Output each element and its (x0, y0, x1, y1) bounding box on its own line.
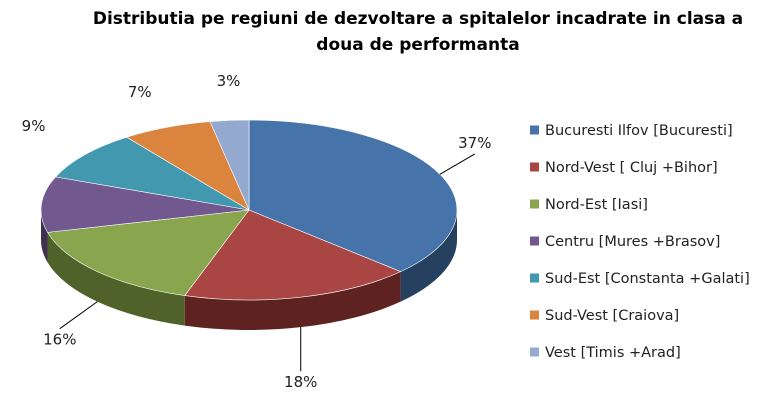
pie-slice (184, 209, 401, 301)
data-label: 16% (43, 331, 76, 349)
legend-label: Centru [Mures +Brasov] (545, 234, 720, 250)
leader-line (439, 153, 476, 175)
data-labels: 37%18%16%10%9%7%3% (22, 72, 492, 391)
pie-slice-side (47, 232, 185, 326)
legend-swatch (530, 199, 539, 209)
pie-slices (40, 119, 458, 331)
pie-slice (209, 119, 250, 211)
pie-slice (248, 119, 458, 272)
pie-slice-side (184, 271, 401, 331)
data-label: 7% (128, 83, 152, 101)
legend-label: Nord-Vest [ Cluj +Bihor] (545, 160, 718, 176)
pie-slice (55, 136, 250, 211)
chart-title-line-2: doua de performanta (316, 35, 519, 55)
legend-label: Sud-Est [Constanta +Galati] (545, 271, 750, 287)
legend-label: Vest [Timis +Arad] (545, 345, 681, 361)
legend-swatch (530, 162, 539, 172)
legend-swatch (530, 125, 539, 135)
legend-swatch (530, 310, 539, 320)
pie-slice (47, 209, 250, 296)
legend: Bucuresti Ilfov [Bucuresti] Nord-Vest [ C… (530, 123, 750, 361)
data-label: 18% (284, 373, 317, 391)
pie-slice-side (41, 210, 48, 263)
data-label: 3% (217, 72, 241, 90)
legend-swatch (530, 347, 539, 357)
legend-label: Bucuresti Ilfov [Bucuresti] (545, 123, 733, 139)
leader-line (59, 301, 98, 330)
pie-slice (40, 176, 250, 233)
legend-swatch (530, 273, 539, 283)
data-label: 37% (458, 134, 491, 152)
data-label: 9% (22, 117, 46, 135)
chart-title-line-1: Distributia pe regiuni de dezvoltare a s… (93, 9, 743, 29)
legend-label: Sud-Vest [Craiova] (545, 308, 679, 324)
pie-slice-side (400, 210, 457, 302)
legend-label: Nord-Est [Iasi] (545, 197, 648, 213)
legend-swatch (530, 236, 539, 246)
